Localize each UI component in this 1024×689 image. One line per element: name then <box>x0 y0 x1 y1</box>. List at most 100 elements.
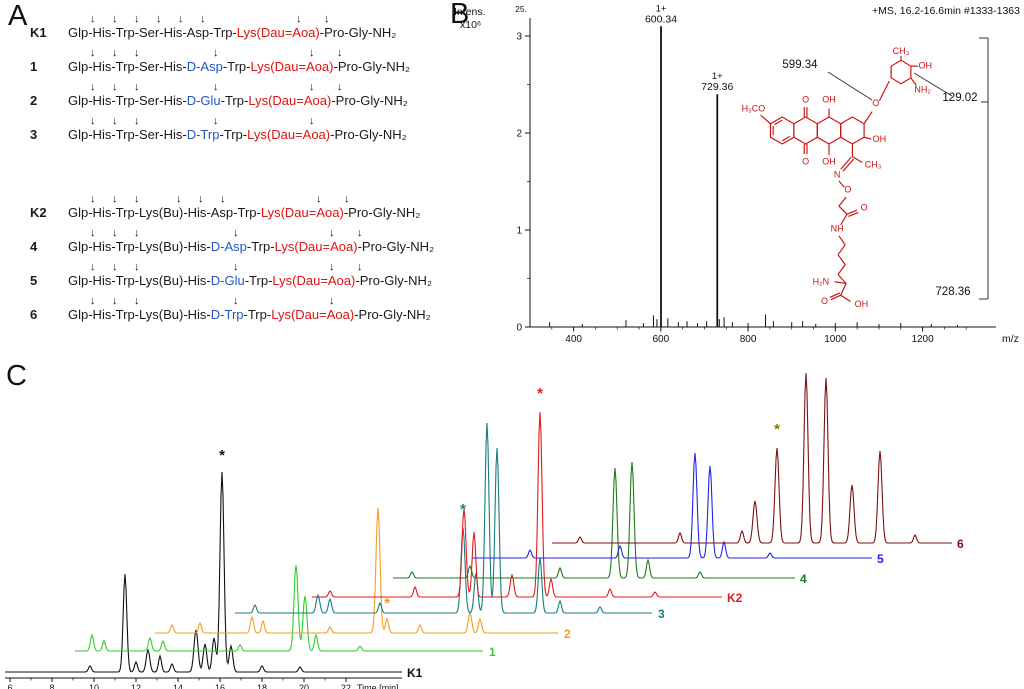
trace-6 <box>552 372 952 544</box>
y-axis-scale: x10⁶ <box>460 19 481 31</box>
sequence-text: 3 Glp-His-Trp-Ser-His-D-Trp-Trp-Lys(Dau=A… <box>30 127 407 142</box>
x-tick-label: 1200 <box>911 334 934 345</box>
sequence-segment: -Pro-Gly-NH₂ <box>331 93 408 108</box>
sequence-id: 2 <box>30 93 38 108</box>
sequence-segment: Lys(Dau=Aoa) <box>248 93 332 108</box>
time-tick-label: 18 <box>257 683 267 689</box>
sequence-segment: Glp-His-Trp-Ser-His- <box>68 59 187 74</box>
cleavage-arrow-icon: ↓ <box>90 81 96 93</box>
sequence-segment: Glp-His-Trp-Lys(Bu)-His- <box>68 239 211 254</box>
peak-charge-label: 1+ <box>656 3 667 14</box>
cleavage-arrow-icon: ↓ <box>134 261 140 273</box>
cleavage-arrow-icon: ↓ <box>296 13 302 25</box>
peak-charge-label: 1+ <box>712 71 723 82</box>
cleavage-arrow-icon: ↓ <box>112 13 118 25</box>
sequence-segment: -Pro-Gly-NH₂ <box>330 127 407 142</box>
product-peak-star: * <box>537 385 543 402</box>
sequence-segment: Glp-His-Trp-Ser-His- <box>68 127 187 142</box>
cleavage-arrow-icon: ↓ <box>316 193 322 205</box>
time-tick-label: 14 <box>173 683 183 689</box>
sequence-segment: Lys(Dau=Aoa) <box>250 59 334 74</box>
cleavage-arrow-icon: ↓ <box>134 193 140 205</box>
cleavage-arrow-icon: ↓ <box>233 261 239 273</box>
cleavage-arrow-icon: ↓ <box>90 13 96 25</box>
y-tick-label: 2 <box>516 129 522 140</box>
x-tick-label: 600 <box>653 334 670 345</box>
y-tick-label: 3 <box>516 32 522 43</box>
sequence-segment: -Trp- <box>219 127 248 142</box>
cleavage-arrow-icon: ↓ <box>134 295 140 307</box>
chromatogram-plot: 6 8 10 12 14 16 18 20 22 Time [min]K1*12*3*K2*456… <box>5 372 964 689</box>
cleavage-arrow-icon: ↓ <box>213 81 219 93</box>
time-tick-label: 6 <box>7 683 12 689</box>
cleavage-arrow-icon: ↓ <box>309 115 315 127</box>
sequence-segment: Lys(Dau=Aoa) <box>274 239 358 254</box>
sequence-segment: -Pro-Gly-NH₂ <box>333 59 411 74</box>
time-tick-label: 12 <box>131 683 141 689</box>
cleavage-arrow-icon: ↓ <box>112 115 118 127</box>
atom-label: O <box>872 98 879 108</box>
cleavage-arrow-icon: ↓ <box>213 115 219 127</box>
atom-label: N <box>834 169 841 179</box>
sequence-text: K1 Glp-His-Trp-Ser-His-Asp-Trp-Lys(Dau=Ao… <box>30 25 396 40</box>
atom-label: OH <box>822 157 836 167</box>
cleavage-arrow-icon: ↓ <box>90 227 96 239</box>
y-axis-title: Intens. <box>454 6 486 18</box>
x-tick-label: 1000 <box>824 334 847 345</box>
sequence-id: 3 <box>30 127 38 142</box>
atom-label: O <box>861 203 868 213</box>
cleavage-arrow-icon: ↓ <box>134 227 140 239</box>
sequence-text: 2 Glp-His-Trp-Ser-His-D-Glu-Trp-Lys(Dau=A… <box>30 93 408 108</box>
time-axis-title: Time [min] <box>357 683 399 689</box>
atom-label: OH <box>855 299 869 309</box>
sequence-row-K2: ↓ ↓ ↓ ↓ ↓ ↓ ↓ ↓ K2 Glp-His-Trp-Lys(Bu)-His-Asp-Tr… <box>30 193 466 228</box>
cleavage-arrow-icon: ↓ <box>112 261 118 273</box>
sequence-text: 5 Glp-His-Trp-Lys(Bu)-His-D-Glu-Trp-Lys(D… <box>30 273 432 288</box>
trace-4 <box>393 461 795 579</box>
panel-c-label: C <box>6 360 27 392</box>
sequence-segment: Lys(Dau=Aoa) <box>272 273 356 288</box>
atom-label: H₂N <box>813 276 830 286</box>
cleavage-arrow-icon: ↓ <box>176 193 182 205</box>
atom-label: O <box>821 296 828 306</box>
cleavage-arrow-icon: ↓ <box>233 295 239 307</box>
sequence-segment: Glp-His-Trp-Lys(Bu)-His-Asp-Trp- <box>68 205 261 220</box>
cleavage-arrow-icon: ↓ <box>112 47 118 59</box>
corner-text: 25. <box>515 4 527 14</box>
sequence-segment: -Trp- <box>243 307 272 322</box>
trace-label: K1 <box>407 666 423 680</box>
trace-label: 3 <box>658 607 665 621</box>
cleavage-arrow-icon: ↓ <box>357 227 363 239</box>
panel-b: 0 1 2 3 400 600 800 1000 1200 1+ 600.34 1+ 729.36 Int… <box>448 0 1024 356</box>
cleavage-arrow-icon: ↓ <box>112 193 118 205</box>
trace-label: 1 <box>489 645 496 659</box>
sequence-text: 1 Glp-His-Trp-Ser-His-D-Asp-Trp-Lys(Dau=A… <box>30 59 410 74</box>
sequence-segment: D-Trp <box>210 307 244 322</box>
trace-K1 <box>5 471 402 673</box>
sequence-segment: D-Glu <box>210 273 245 288</box>
product-peak-star: * <box>460 501 466 518</box>
cleavage-arrow-icon: ↓ <box>134 115 140 127</box>
sequence-segment: Glp-His-Trp-Ser-His- <box>68 93 187 108</box>
cleavage-arrow-icon: ↓ <box>213 47 219 59</box>
sequence-row-1: ↓ ↓ ↓ ↓ ↓ ↓ 1 Glp-His-Trp-Ser-His-D-Asp-Trp-Lys… <box>30 47 466 82</box>
cleavage-arrow-icon: ↓ <box>220 193 226 205</box>
sequence-id: 4 <box>30 239 38 254</box>
sequence-segment: Lys(Dau=Aoa) <box>271 307 355 322</box>
sequence-id: K2 <box>30 205 47 220</box>
cleavage-arrow-icon: ↓ <box>156 13 162 25</box>
fragment-mass-label: 599.34 <box>782 59 818 71</box>
cleavage-arrow-icon: ↓ <box>112 227 118 239</box>
atom-label: CH₃ <box>893 46 910 56</box>
time-tick-label: 22 <box>341 683 351 689</box>
sequence-segment: D-Trp <box>186 127 220 142</box>
sequence-row-4: ↓ ↓ ↓ ↓ ↓ ↓ 4 Glp-His-Trp-Lys(Bu)-His-D-Asp-Trp… <box>30 227 466 262</box>
panel-a-label: A <box>8 0 28 32</box>
cleavage-arrow-icon: ↓ <box>134 13 140 25</box>
cleavage-arrow-icon: ↓ <box>329 227 335 239</box>
cleavage-arrow-icon: ↓ <box>134 47 140 59</box>
sequence-segment: Glp-His-Trp-Lys(Bu)-His- <box>68 273 211 288</box>
sequence-segment: -Trp- <box>246 239 275 254</box>
cleavage-arrow-icon: ↓ <box>329 261 335 273</box>
